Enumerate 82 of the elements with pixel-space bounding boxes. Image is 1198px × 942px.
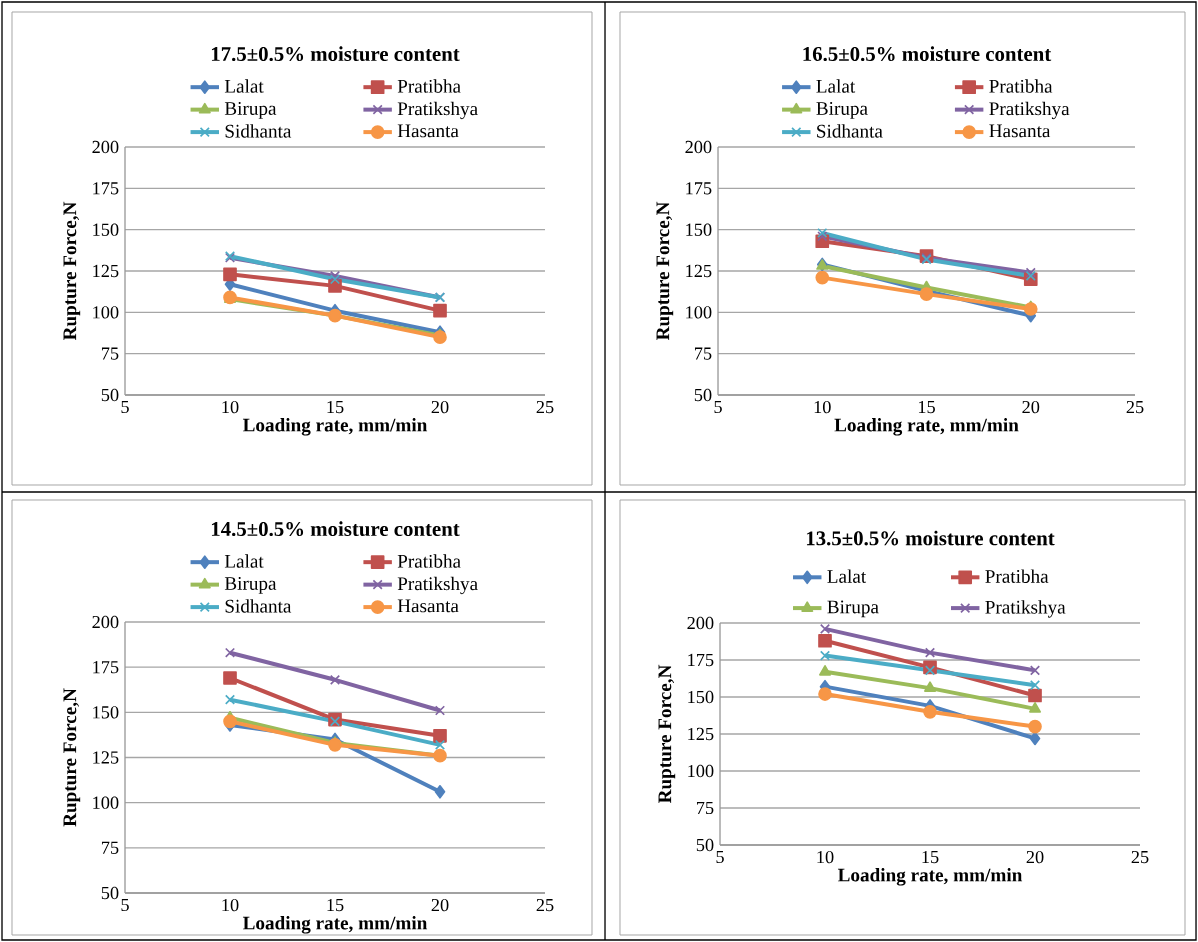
x-tick-label: 5 — [121, 898, 129, 912]
legend-label: Birupa — [827, 600, 879, 618]
x-tick-label: 5 — [716, 850, 724, 864]
y-tick-label: 100 — [686, 306, 712, 319]
y-tick-label: 125 — [686, 264, 712, 278]
x-tick-label: 20 — [1026, 850, 1044, 864]
x-tick-label: 25 — [536, 400, 554, 414]
x-tick-label: 25 — [536, 898, 554, 912]
y-tick-label: 100 — [93, 796, 119, 809]
y-axis-title: Rupture Force,N — [63, 201, 81, 341]
x-axis-title: Loading rate, mm/min — [837, 868, 1023, 886]
x-tick-label: 20 — [431, 400, 449, 414]
y-axis-title: Rupture Force,N — [63, 688, 81, 827]
x-tick-label: 25 — [1131, 850, 1149, 864]
legend-label: Pratikshya — [989, 101, 1070, 120]
chart-title: 16.5±0.5% moisture content — [803, 46, 1052, 62]
y-tick-label: 125 — [688, 727, 714, 741]
x-tick-label: 5 — [714, 400, 722, 414]
x-tick-label: 15 — [922, 850, 939, 864]
y-tick-label: 200 — [92, 615, 119, 629]
legend-label: Lalat — [816, 79, 856, 93]
legend-label: Sidhanta — [225, 599, 292, 613]
legend-label: Pratikshya — [397, 101, 478, 120]
y-axis-title: Rupture Force,N — [658, 664, 676, 804]
x-tick-label: 10 — [222, 400, 239, 414]
y-tick-label: 125 — [93, 264, 119, 278]
y-tick-label: 175 — [93, 661, 119, 674]
x-tick-label: 15 — [918, 400, 935, 414]
y-tick-label: 75 — [696, 801, 714, 815]
y-tick-label: 100 — [688, 764, 714, 778]
chart-title: 13.5±0.5% moisture content — [806, 530, 1055, 546]
y-tick-label: 50 — [696, 838, 714, 852]
legend-label: Hasanta — [397, 124, 459, 138]
y-tick-label: 200 — [92, 140, 119, 154]
legend-label: Birupa — [224, 577, 277, 594]
legend-label: Pratikshya — [985, 600, 1066, 618]
y-tick-label: 75 — [101, 347, 119, 360]
y-tick-label: 125 — [93, 751, 119, 764]
x-tick-label: 10 — [817, 850, 834, 864]
legend-label: Pratibha — [397, 554, 461, 568]
y-tick-label: 50 — [101, 388, 119, 402]
x-tick-label: 20 — [431, 898, 449, 912]
legend-label: Sidhanta — [225, 124, 292, 138]
x-tick-label: 15 — [327, 898, 344, 912]
y-axis-title: Rupture Force,N — [656, 201, 674, 341]
y-tick-label: 150 — [686, 223, 712, 236]
y-tick-label: 150 — [93, 223, 119, 236]
y-tick-label: 100 — [93, 306, 119, 319]
y-tick-label: 50 — [101, 886, 119, 900]
legend-label: Birupa — [224, 102, 277, 119]
legend-label: Hasanta — [989, 124, 1051, 138]
legend-label: Pratibha — [985, 569, 1049, 583]
y-tick-label: 75 — [694, 347, 712, 360]
legend-label: Birupa — [816, 102, 868, 119]
legend-label: Pratibha — [989, 79, 1053, 93]
x-axis-title: Loading rate, mm/min — [834, 418, 1019, 436]
x-tick-label: 10 — [814, 400, 831, 414]
legend-label: Lalat — [224, 554, 264, 568]
x-tick-label: 10 — [222, 898, 239, 912]
y-tick-label: 175 — [93, 182, 119, 195]
x-axis-title: Loading rate, mm/min — [242, 418, 428, 436]
y-tick-label: 50 — [694, 388, 712, 402]
x-tick-label: 15 — [327, 400, 344, 414]
y-tick-label: 200 — [687, 616, 714, 630]
legend-label: Pratikshya — [397, 576, 478, 595]
y-tick-label: 150 — [688, 690, 714, 704]
y-tick-label: 175 — [688, 653, 714, 667]
y-tick-label: 200 — [685, 140, 712, 154]
legend-label: Pratibha — [397, 79, 461, 93]
x-axis-title: Loading rate, mm/min — [242, 916, 428, 934]
y-tick-label: 150 — [93, 706, 119, 719]
legend-label: Lalat — [827, 569, 867, 583]
legend-label: Lalat — [224, 79, 264, 93]
x-tick-label: 5 — [121, 400, 129, 414]
x-tick-label: 20 — [1022, 400, 1040, 414]
chart-title: 17.5±0.5% moisture content — [211, 46, 460, 62]
y-tick-label: 175 — [686, 182, 712, 195]
chart-title: 14.5±0.5% moisture content — [211, 521, 460, 537]
legend-label: Hasanta — [397, 599, 459, 613]
legend-label: Sidhanta — [817, 124, 883, 138]
y-tick-label: 75 — [101, 841, 119, 854]
x-tick-label: 25 — [1126, 400, 1144, 414]
